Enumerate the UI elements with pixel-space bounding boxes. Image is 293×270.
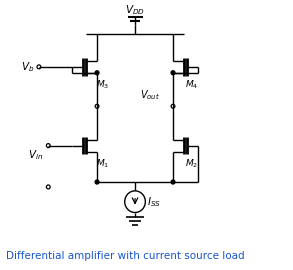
Text: $I_{SS}$: $I_{SS}$: [147, 195, 161, 209]
Text: $M_1$: $M_1$: [96, 157, 109, 170]
Text: $M_4$: $M_4$: [185, 79, 199, 91]
Text: $M_2$: $M_2$: [185, 157, 198, 170]
Circle shape: [171, 180, 175, 184]
Circle shape: [95, 180, 99, 184]
Text: $V_{in}$: $V_{in}$: [28, 148, 44, 162]
Text: $V_{DD}$: $V_{DD}$: [125, 3, 145, 17]
Text: $V_{out}$: $V_{out}$: [140, 89, 160, 102]
Circle shape: [171, 71, 175, 75]
Text: $V_b$: $V_b$: [21, 60, 34, 74]
Text: Differential amplifier with current source load: Differential amplifier with current sour…: [6, 251, 245, 261]
Text: $M_3$: $M_3$: [96, 79, 109, 91]
Circle shape: [95, 71, 99, 75]
